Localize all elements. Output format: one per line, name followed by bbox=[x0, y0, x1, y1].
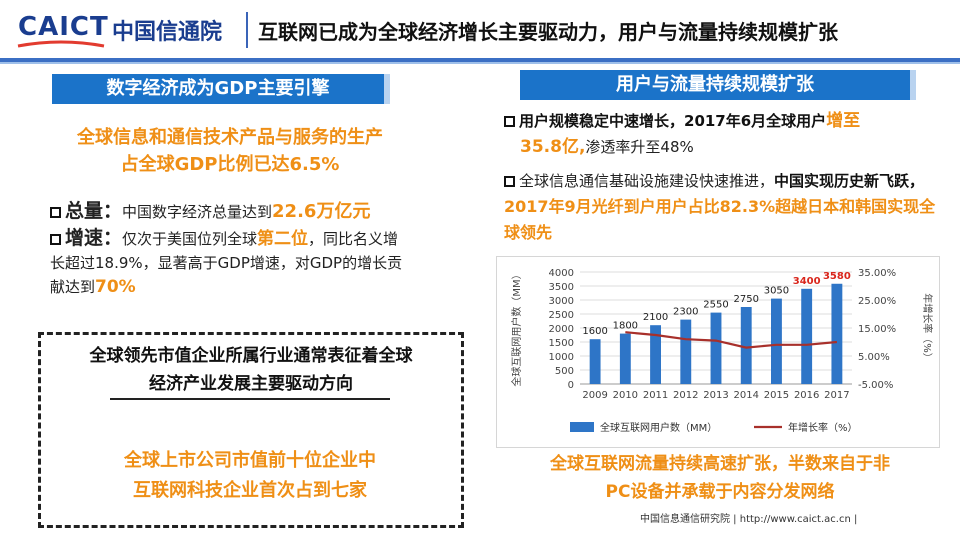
x-tick-label: 2011 bbox=[643, 390, 668, 401]
left-highlight-line1: 全球信息和通信技术产品与服务的生产 bbox=[77, 127, 383, 148]
dashed-callout-box bbox=[38, 332, 464, 528]
bar bbox=[831, 283, 843, 384]
y-tick-label: 3500 bbox=[549, 282, 574, 293]
header-divider bbox=[246, 12, 248, 48]
checkbox-square-icon bbox=[50, 207, 61, 218]
users-growth-chart: 0 500 1000 1500 2000 2500 3000 3500 4000 -5.00% 5.… bbox=[510, 268, 934, 434]
bar-data-label: 3050 bbox=[764, 286, 789, 297]
infrastructure-bullet: 全球信息通信基础设施建设快速推进，中国实现历史新飞跃， 2017年9月光纤到户用户… bbox=[504, 168, 944, 246]
bar bbox=[619, 333, 631, 384]
bar-data-label: 1600 bbox=[582, 326, 607, 337]
callout-body-line1: 全球上市公司市值前十位企业中 bbox=[124, 450, 376, 471]
y-tick-label: 1000 bbox=[549, 352, 574, 363]
infra-text: 全球信息通信基础设施建设快速推进， bbox=[519, 172, 775, 190]
header-rule-light bbox=[0, 62, 960, 64]
checkbox-square-icon bbox=[504, 176, 515, 187]
callout-body: 全球上市公司市值前十位企业中 互联网科技企业首次占到七家 bbox=[60, 446, 440, 506]
left-section-banner: 数字经济成为GDP主要引擎 bbox=[52, 74, 390, 104]
x-tick-label: 2013 bbox=[703, 390, 728, 401]
users-bullet: 用户规模稳定中速增长，2017年6月全球用户增至 35.8亿,渗透率升至48% bbox=[504, 108, 944, 160]
callout-title-line1: 全球领先市值企业所属行业通常表征着全球 bbox=[89, 346, 413, 366]
bar-data-label: 2750 bbox=[733, 294, 758, 305]
callout-title-line2: 经济产业发展主要驱动方向 bbox=[149, 374, 353, 394]
x-tick-label: 2017 bbox=[824, 390, 849, 401]
bar bbox=[771, 298, 782, 384]
growth-key: 增速： bbox=[65, 227, 123, 249]
users-orange1: 增至 bbox=[826, 111, 861, 131]
growth-text2: ，同比名义增长超过18.9%，显著高于GDP增速，对GDP的增长贡献达到 bbox=[50, 230, 403, 296]
x-tick-label: 2015 bbox=[764, 390, 789, 401]
right-section-banner: 用户与流量持续规模扩张 bbox=[520, 70, 916, 100]
growth-rate-line bbox=[625, 331, 837, 349]
footer-text: 中国信息通信研究院 | http://www.caict.ac.cn | bbox=[640, 514, 858, 525]
infra-orange: 2017年9月光纤到户用户占比82.3%超越日本和韩国实现全球领先 bbox=[504, 197, 936, 242]
bar-data-label: 2100 bbox=[643, 312, 668, 323]
x-tick-label: 2009 bbox=[582, 390, 607, 401]
bar-data-label: 1800 bbox=[613, 321, 638, 332]
bar bbox=[589, 339, 601, 384]
y-tick-label: 4000 bbox=[549, 268, 574, 279]
y2-tick-label: 5.00% bbox=[858, 352, 890, 363]
y-tick-label: 2000 bbox=[549, 324, 574, 335]
traffic-highlight-text: 全球互联网流量持续高速扩张，半数来自于非 PC设备并承载于内容分发网络 bbox=[500, 450, 940, 506]
x-tick-label: 2014 bbox=[733, 390, 758, 401]
logo-caict: CAICT bbox=[18, 12, 109, 42]
y-tick-label: 0 bbox=[568, 380, 574, 391]
x-tick-label: 2016 bbox=[794, 390, 819, 401]
bar bbox=[650, 325, 661, 384]
bar bbox=[740, 307, 752, 384]
y2-tick-label: 15.00% bbox=[858, 324, 896, 335]
total-text: 中国数字经济总量达到 bbox=[122, 203, 273, 221]
bar bbox=[710, 312, 722, 384]
logo-chinese-name: 中国信通院 bbox=[112, 20, 223, 45]
total-key: 总量： bbox=[65, 200, 123, 222]
legend-bar-swatch bbox=[570, 422, 594, 432]
growth-bullet: 增速：仅次于美国位列全球第二位，同比名义增长超过18.9%，显著高于GDP增速，… bbox=[50, 226, 410, 299]
total-value: 22.6万亿元 bbox=[272, 201, 371, 222]
users-tail: 渗透率升至48% bbox=[585, 138, 694, 156]
y-axis-title: 全球互联网用户数（MM） bbox=[510, 269, 523, 386]
page-title: 互联网已成为全球经济增长主要驱动力，用户与流量持续规模扩张 bbox=[258, 20, 838, 44]
left-highlight-text: 全球信息和通信技术产品与服务的生产 占全球GDP比例已达6.5% bbox=[60, 124, 400, 178]
y2-tick-label: 35.00% bbox=[858, 268, 896, 279]
legend-bar-label: 全球互联网用户数（MM） bbox=[600, 421, 717, 434]
x-tick-label: 2010 bbox=[613, 390, 638, 401]
growth-rank: 第二位 bbox=[257, 229, 309, 249]
bar bbox=[801, 288, 813, 384]
y2-tick-label: 25.00% bbox=[858, 296, 896, 307]
left-highlight-line2: 占全球GDP比例已达6.5% bbox=[120, 154, 340, 175]
users-orange2: 35.8亿, bbox=[520, 137, 586, 157]
growth-value: 70% bbox=[95, 277, 136, 297]
y2-axis-title: 年增长率（%） bbox=[921, 293, 934, 363]
header-rule bbox=[0, 58, 960, 62]
callout-title: 全球领先市值企业所属行业通常表征着全球 经济产业发展主要驱动方向 bbox=[44, 342, 458, 398]
bar-data-label: 3580 bbox=[823, 271, 851, 282]
traffic-highlight-line1: 全球互联网流量持续高速扩张，半数来自于非 bbox=[550, 454, 890, 474]
callout-underline bbox=[110, 398, 390, 400]
y-tick-label: 1500 bbox=[549, 338, 574, 349]
users-text: 用户规模稳定中速增长，2017年6月全球用户 bbox=[519, 112, 827, 130]
bar-data-label: 2550 bbox=[703, 300, 728, 311]
bar bbox=[680, 319, 692, 384]
bar-data-label: 3400 bbox=[793, 276, 821, 287]
total-bullet: 总量：中国数字经济总量达到22.6万亿元 bbox=[50, 196, 370, 223]
y-tick-label: 500 bbox=[555, 366, 574, 377]
y-tick-label: 2500 bbox=[549, 310, 574, 321]
growth-text1: 仅次于美国位列全球 bbox=[122, 230, 258, 248]
traffic-highlight-line2: PC设备并承载于内容分发网络 bbox=[605, 482, 835, 502]
y-tick-label: 3000 bbox=[549, 296, 574, 307]
callout-body-line2: 互联网科技企业首次占到七家 bbox=[133, 480, 367, 501]
x-tick-label: 2012 bbox=[673, 390, 698, 401]
checkbox-square-icon bbox=[504, 116, 515, 127]
bar-data-label: 2300 bbox=[673, 307, 698, 318]
checkbox-square-icon bbox=[50, 234, 61, 245]
legend-line-label: 年增长率（%） bbox=[788, 421, 858, 434]
infra-bold: 中国实现历史新飞跃， bbox=[774, 172, 925, 190]
y2-tick-label: -5.00% bbox=[858, 380, 893, 391]
logo-swoosh-icon bbox=[17, 40, 105, 48]
